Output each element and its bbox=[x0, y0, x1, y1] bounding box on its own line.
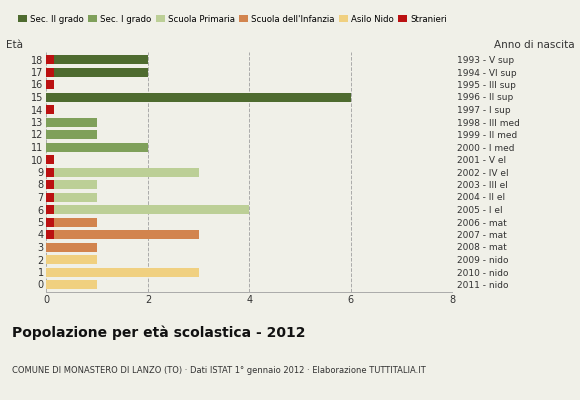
Bar bbox=[46, 118, 97, 126]
Bar bbox=[46, 168, 198, 176]
Bar bbox=[46, 218, 54, 226]
Bar bbox=[46, 218, 97, 226]
Bar bbox=[46, 168, 54, 176]
Bar bbox=[46, 205, 54, 214]
Bar bbox=[46, 55, 148, 64]
Bar bbox=[46, 180, 54, 189]
Bar bbox=[46, 192, 97, 202]
Bar bbox=[46, 130, 97, 139]
Bar bbox=[46, 255, 97, 264]
Bar bbox=[46, 142, 148, 152]
Bar bbox=[46, 242, 97, 252]
Text: Anno di nascita: Anno di nascita bbox=[494, 40, 574, 50]
Text: COMUNE DI MONASTERO DI LANZO (TO) · Dati ISTAT 1° gennaio 2012 · Elaborazione TU: COMUNE DI MONASTERO DI LANZO (TO) · Dati… bbox=[12, 366, 425, 375]
Bar bbox=[46, 68, 54, 76]
Bar bbox=[46, 180, 97, 189]
Bar bbox=[46, 55, 54, 64]
Bar bbox=[46, 205, 249, 214]
Bar bbox=[46, 80, 54, 89]
Bar bbox=[46, 268, 198, 276]
Bar bbox=[46, 230, 54, 239]
Bar bbox=[46, 192, 54, 202]
Bar bbox=[46, 155, 54, 164]
Bar bbox=[46, 105, 54, 114]
Bar bbox=[46, 92, 351, 102]
Text: Età: Età bbox=[6, 40, 23, 50]
Bar bbox=[46, 280, 97, 289]
Bar bbox=[46, 230, 198, 239]
Text: Popolazione per età scolastica - 2012: Popolazione per età scolastica - 2012 bbox=[12, 326, 305, 340]
Legend: Sec. II grado, Sec. I grado, Scuola Primaria, Scuola dell'Infanzia, Asilo Nido, : Sec. II grado, Sec. I grado, Scuola Prim… bbox=[18, 15, 447, 24]
Bar bbox=[46, 68, 148, 76]
